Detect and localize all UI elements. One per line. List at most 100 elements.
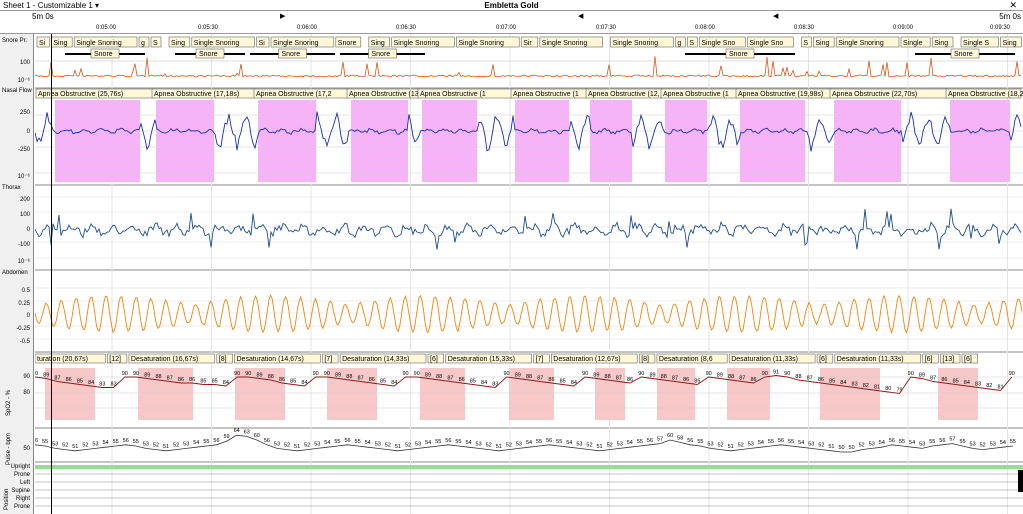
time-tick: 0:08:00 <box>695 25 716 31</box>
snore-event-label: Sir <box>520 36 539 48</box>
channel-label-abdomen[interactable]: Abdomen <box>2 270 28 276</box>
snore-event-box <box>610 36 674 48</box>
desat-event-box <box>834 353 921 364</box>
spo2-value-label: 85 <box>560 379 566 385</box>
spo2-value-label: 83 <box>975 382 981 388</box>
apnea-event-label: Apnea Obstructive (19,98s) <box>735 88 832 99</box>
time-axis[interactable]: 5m 0s 5m 0s ▶ ◀ ◀ 0:05:00 0:05:30 0:06:0… <box>0 11 1023 34</box>
pulse-value-label: 54 <box>909 440 915 446</box>
channel-label-pulse[interactable]: Pulse - bpm <box>6 432 12 465</box>
pulse-value-label: 54 <box>566 440 572 446</box>
pulse-value-label: 54 <box>798 440 804 446</box>
pulse-value-label: 53 <box>415 441 421 447</box>
apnea-event-label: Apnea Obstructive (17,18s) <box>151 88 256 99</box>
pulse-value-label: 52 <box>586 443 592 449</box>
snore-event-text: Sing <box>934 40 948 47</box>
apnea-event-label: Apnea Obstructive (17,2 <box>253 88 349 99</box>
spo2-value-label: 85 <box>829 379 835 385</box>
pulse-value-label: 53 <box>990 441 996 447</box>
spo2-value-label: 83 <box>111 382 117 388</box>
close-icon[interactable]: ✕ <box>1009 0 1017 10</box>
y-tick: 10⁻⁶ <box>17 174 30 180</box>
spo2-value-label: 81 <box>997 385 1003 391</box>
apnea-shade <box>422 100 477 182</box>
snore-bar: Snore <box>65 48 145 59</box>
snore-event-box <box>539 36 603 48</box>
pulse-value-label: 56 <box>647 438 653 444</box>
y-tick: -100 <box>17 242 30 248</box>
spo2-value-label: 84 <box>223 380 229 386</box>
snore-event-box <box>699 36 746 48</box>
pulse-value-label: 53 <box>748 441 754 447</box>
spo2-value-label: 85 <box>380 379 386 385</box>
spo2-value-label: 90 <box>762 371 768 377</box>
y-tick: 10⁻⁶ <box>17 78 30 84</box>
snore-event-box <box>368 36 390 48</box>
spo2-value-label: 85 <box>953 379 959 385</box>
pulse-value-label: 55 <box>929 439 935 445</box>
channel-label-thorax[interactable]: Thorax <box>2 185 21 191</box>
spo2-value-label: 88 <box>436 374 442 380</box>
channel-label-spo2[interactable]: SpO2 - % <box>6 389 12 416</box>
pulse-value-label: 53 <box>617 441 623 447</box>
desat-event-box <box>322 353 339 364</box>
spo2-value-label: 84 <box>88 380 94 386</box>
snore-event-box <box>687 36 698 48</box>
sheet-selector[interactable]: Sheet 1 - Customizable 1 ▾ <box>3 1 100 10</box>
apnea-event-label: Apnea Obstructive (22,70s) <box>829 88 948 99</box>
snore-event-box <box>150 36 162 48</box>
snore-event-text: S <box>689 40 694 47</box>
spo2-value-label: 84 <box>301 380 307 386</box>
channel-label-nasal-flow[interactable]: Nasal Flow <box>2 88 32 94</box>
snore-event-label: S <box>801 36 812 48</box>
snore-event-text: Single Snoring <box>542 40 588 47</box>
epoch-left-label[interactable]: 5m 0s <box>32 12 54 21</box>
snore-event-box <box>335 36 362 48</box>
y-tick: 0.25 <box>18 301 30 307</box>
pulse-value-label: 60 <box>254 433 260 439</box>
snore-event-box <box>256 36 270 48</box>
snore-bar-text: Snore <box>94 51 113 58</box>
spo2-value-label: 80 <box>885 386 891 392</box>
epoch-right-label[interactable]: 5m 0s <box>999 12 1021 21</box>
marker-right-icon[interactable]: ▶ <box>280 13 286 20</box>
marker-left-icon[interactable]: ◀ <box>578 13 584 20</box>
snore-event-text: Single Snoring <box>394 40 440 47</box>
snore-event-text: Sir <box>523 40 532 47</box>
time-cursor[interactable] <box>51 34 52 514</box>
desat-shade <box>509 368 554 420</box>
apnea-shade <box>55 100 140 182</box>
pulse-value-label: 55 <box>42 439 48 445</box>
spo2-value-label: 89 <box>919 373 925 379</box>
pulse-value-label: 54 <box>879 440 885 446</box>
snore-event-text: Single Snoring <box>76 40 122 47</box>
snore-event-text: Sing <box>371 40 385 47</box>
pulse-value-label: 54 <box>425 440 431 446</box>
snore-event-label: Single Snoring <box>73 36 138 48</box>
signal-plot-area[interactable]: Si Sing Single Snoring g S Sing Single Snoring… <box>35 34 1023 514</box>
spo2-value-label: 89 <box>256 373 262 379</box>
marker-left-icon[interactable]: ◀ <box>773 13 779 20</box>
snore-event-text: Single Sno <box>749 40 783 47</box>
time-tick: 0:08:30 <box>794 25 815 31</box>
apnea-event-text: Apnea Obstructive (17,18s) <box>154 91 239 98</box>
pulse-value-label: 60 <box>667 433 673 439</box>
spo2-value-label: 88 <box>346 374 352 380</box>
snore-event-box <box>391 36 455 48</box>
apnea-event-text: Apnea Obstructive (25,76s) <box>38 91 123 98</box>
snore-event-label: Single Snoring <box>610 36 674 48</box>
nasal-flow-trace <box>35 111 1022 152</box>
pulse-value-label: 54 <box>526 440 532 446</box>
apnea-event-label: Apnea Obstructive (25,76s) <box>35 88 154 99</box>
apnea-event-label: Apnea Obstructive (12, <box>585 88 663 99</box>
pulse-value-label: 51 <box>496 444 502 450</box>
pulse-value-label: 56 <box>546 438 552 444</box>
apnea-event-text: Apnea Obstructive (18,26 <box>948 91 1023 98</box>
apnea-event-label: Apnea Obstructive (13, <box>346 88 421 99</box>
snore-bar-text: Snore <box>282 51 301 58</box>
channel-label-snore[interactable]: Snore Pr. <box>2 38 28 44</box>
snore-event-box <box>1000 36 1022 48</box>
spo2-value-label: 87 <box>739 376 745 382</box>
desat-event-label: [7] <box>533 353 550 364</box>
channel-label-position[interactable]: Position <box>4 488 10 510</box>
